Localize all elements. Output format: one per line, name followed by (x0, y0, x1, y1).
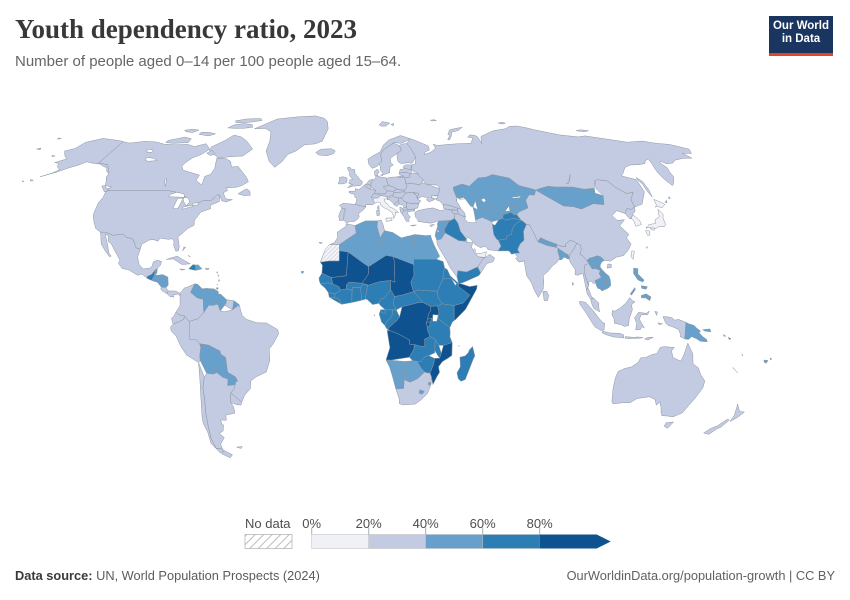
svg-text:No data: No data (245, 516, 291, 531)
svg-text:80%: 80% (527, 516, 553, 531)
svg-text:0%: 0% (302, 516, 321, 531)
svg-text:60%: 60% (470, 516, 496, 531)
svg-text:20%: 20% (356, 516, 382, 531)
svg-text:40%: 40% (413, 516, 439, 531)
